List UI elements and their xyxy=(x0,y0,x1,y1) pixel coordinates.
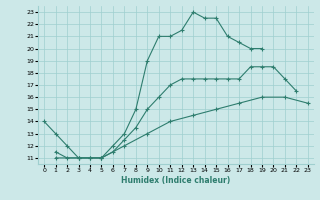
X-axis label: Humidex (Indice chaleur): Humidex (Indice chaleur) xyxy=(121,176,231,185)
